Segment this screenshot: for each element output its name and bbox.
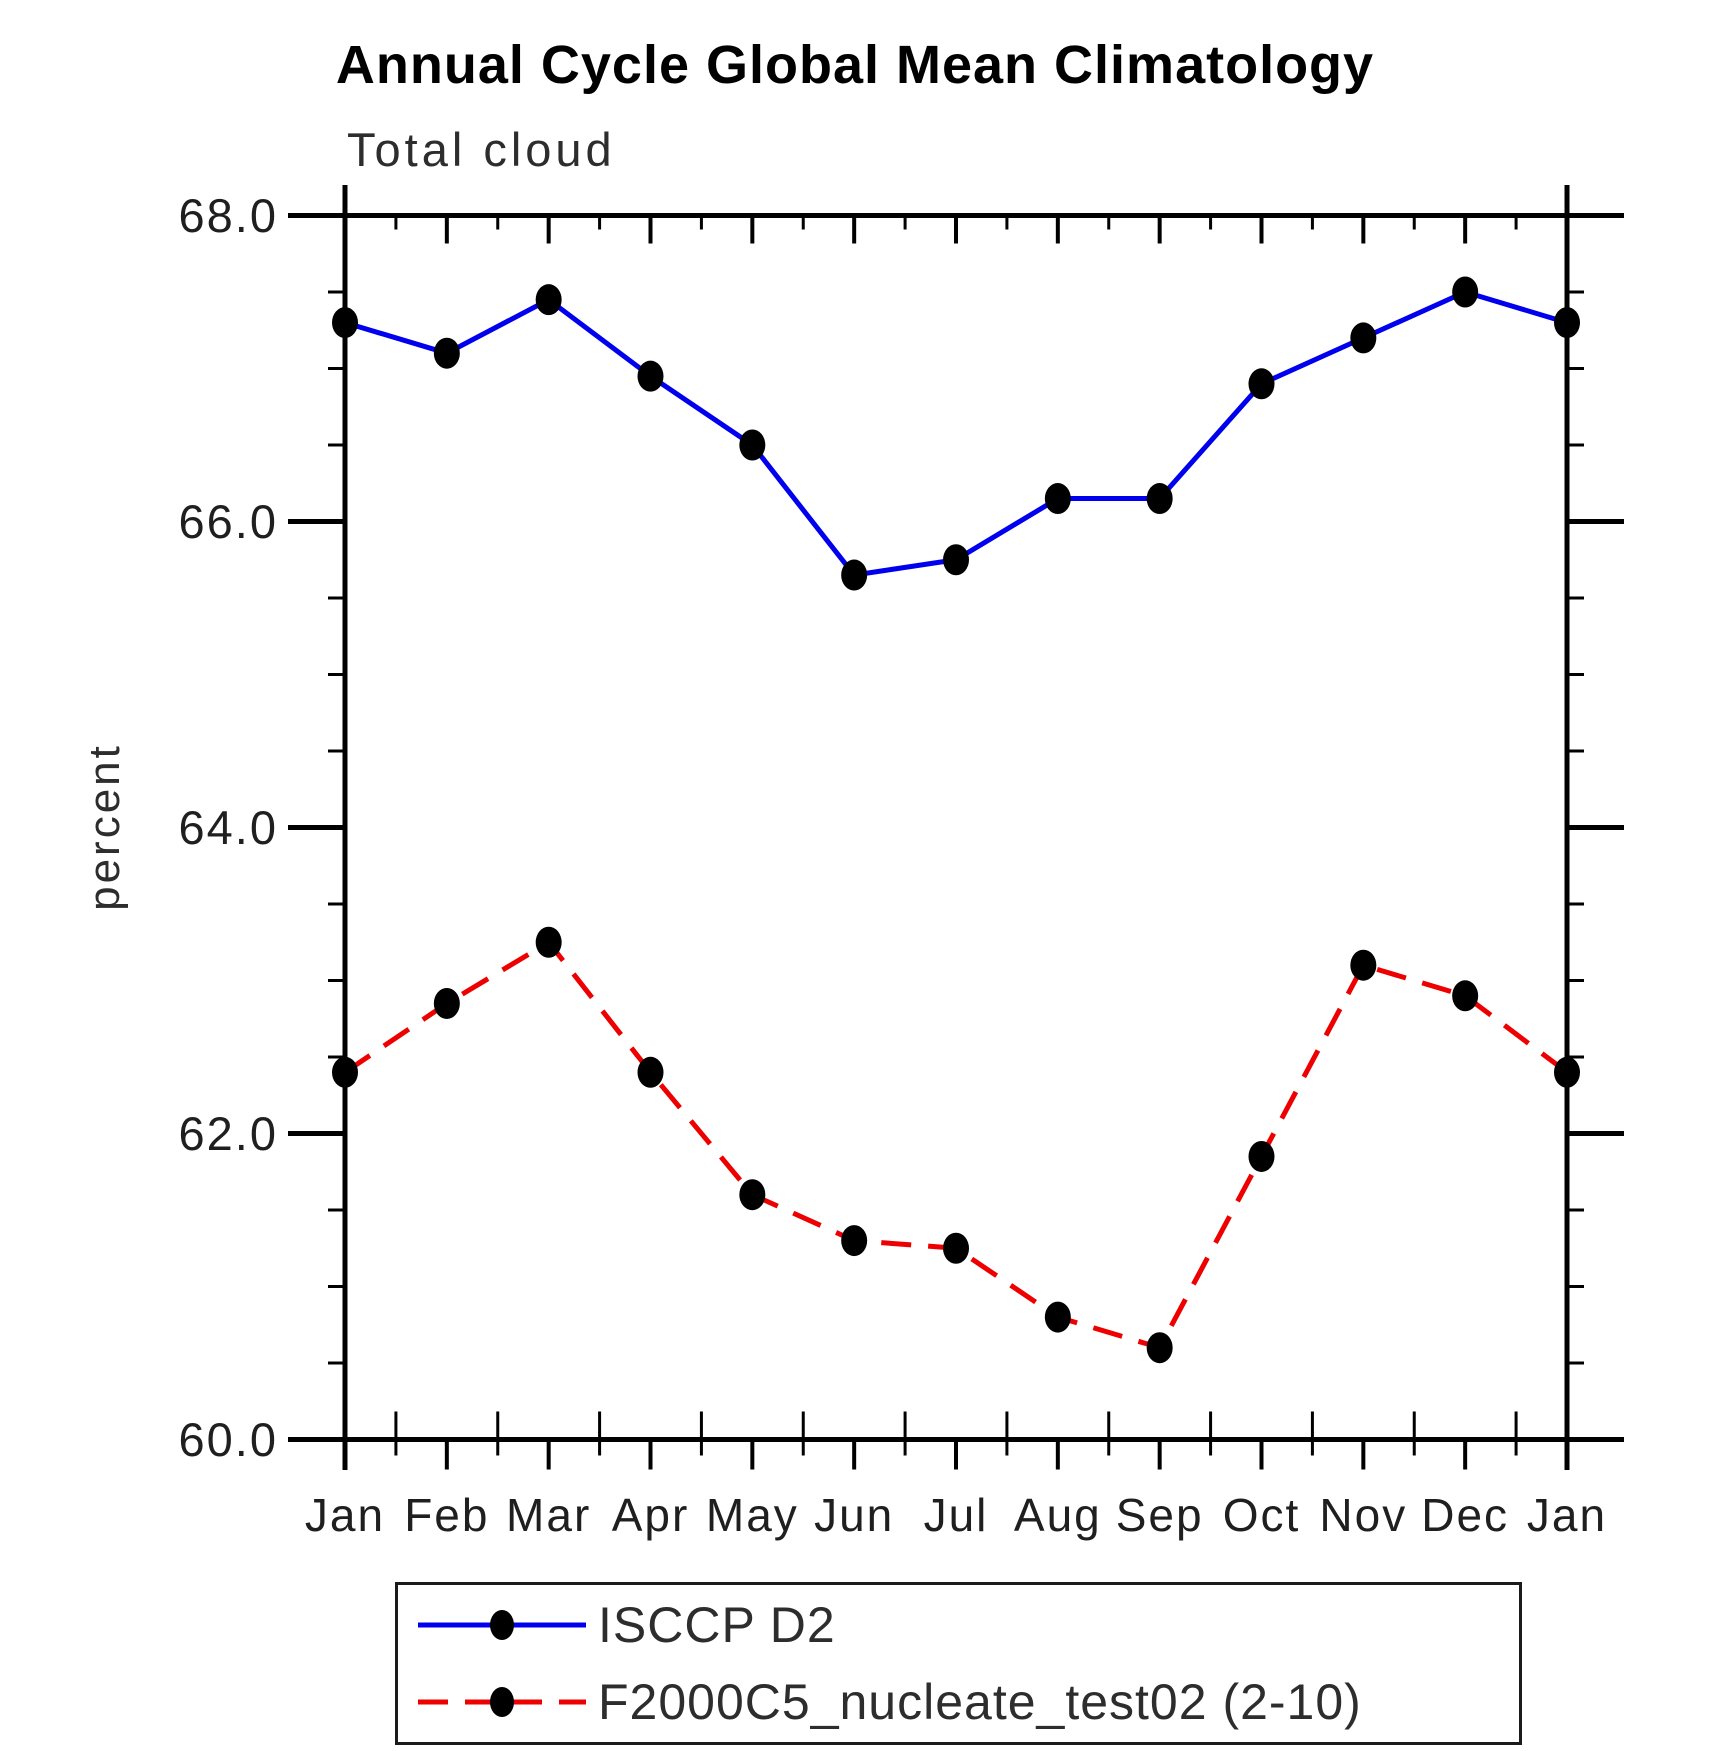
chart-title: Annual Cycle Global Mean Climatology: [335, 35, 1375, 95]
x-axis-month-label: Oct: [1223, 1489, 1301, 1541]
legend-label-f2000c5: F2000C5_nucleate_test02 (2-10): [598, 1673, 1362, 1730]
data-point-marker: [535, 284, 562, 316]
legend-row-isccp: ISCCP D2: [398, 1589, 1519, 1661]
x-axis-month-label: Feb: [404, 1489, 489, 1541]
y-axis-tick-label: 64.0: [179, 801, 278, 854]
data-point-marker: [433, 987, 460, 1019]
legend-box: ISCCP D2 F2000C5_nucleate_test02 (2-10): [395, 1582, 1522, 1745]
data-point-marker: [841, 1225, 868, 1257]
x-axis-month-label: May: [706, 1489, 799, 1541]
data-point-marker: [1350, 322, 1377, 354]
data-point-marker: [332, 307, 358, 339]
x-axis-month-label: Jan: [305, 1489, 385, 1541]
x-axis-month-label: Aug: [1014, 1489, 1102, 1541]
data-point-marker: [1350, 949, 1377, 981]
data-point-marker: [535, 926, 562, 958]
x-axis-month-label: Jan: [1527, 1489, 1607, 1541]
data-point-marker: [1452, 980, 1479, 1012]
x-axis-month-label: Nov: [1319, 1489, 1407, 1541]
data-point-marker: [637, 360, 664, 392]
legend-line-solid-icon: [418, 1610, 586, 1641]
data-point-marker: [637, 1056, 664, 1088]
x-axis-month-label: Sep: [1116, 1489, 1204, 1541]
data-point-marker: [1554, 307, 1580, 339]
data-point-marker: [739, 429, 766, 461]
data-point-marker: [1044, 1301, 1071, 1333]
x-axis-month-label: Dec: [1421, 1489, 1509, 1541]
x-axis-month-label: Apr: [612, 1489, 690, 1541]
data-point-marker: [1044, 483, 1071, 515]
data-point-marker: [1452, 276, 1479, 308]
data-point-marker: [739, 1179, 766, 1211]
series-line-1-f2000c5: [343, 938, 1569, 1351]
data-point-marker: [841, 559, 868, 591]
data-point-marker: [943, 1232, 969, 1264]
y-axis-tick-label: 66.0: [179, 495, 278, 548]
data-point-marker: [1146, 1332, 1173, 1364]
data-point-marker: [332, 1056, 358, 1088]
y-axis-tick-label: 62.0: [179, 1107, 278, 1160]
data-point-marker: [433, 337, 460, 369]
x-axis-month-label: Jul: [924, 1489, 989, 1541]
legend-line-dashed-icon: [418, 1686, 586, 1717]
data-point-marker: [1248, 1140, 1275, 1172]
data-point-marker: [1248, 368, 1275, 400]
legend-label-isccp: ISCCP D2: [598, 1597, 836, 1654]
data-point-marker: [1146, 483, 1173, 515]
x-axis-month-label: Mar: [506, 1489, 591, 1541]
data-point-marker: [1554, 1056, 1580, 1088]
legend-row-f2000c5: F2000C5_nucleate_test02 (2-10): [398, 1666, 1519, 1738]
chart-subtitle: Total cloud: [347, 123, 616, 176]
series-line-0-isccp-d2: [344, 289, 1568, 578]
y-axis-tick-label: 60.0: [179, 1413, 278, 1466]
y-axis-tick-label: 68.0: [179, 189, 278, 242]
data-point-marker: [943, 544, 969, 576]
x-axis-month-label: Jun: [814, 1489, 894, 1541]
